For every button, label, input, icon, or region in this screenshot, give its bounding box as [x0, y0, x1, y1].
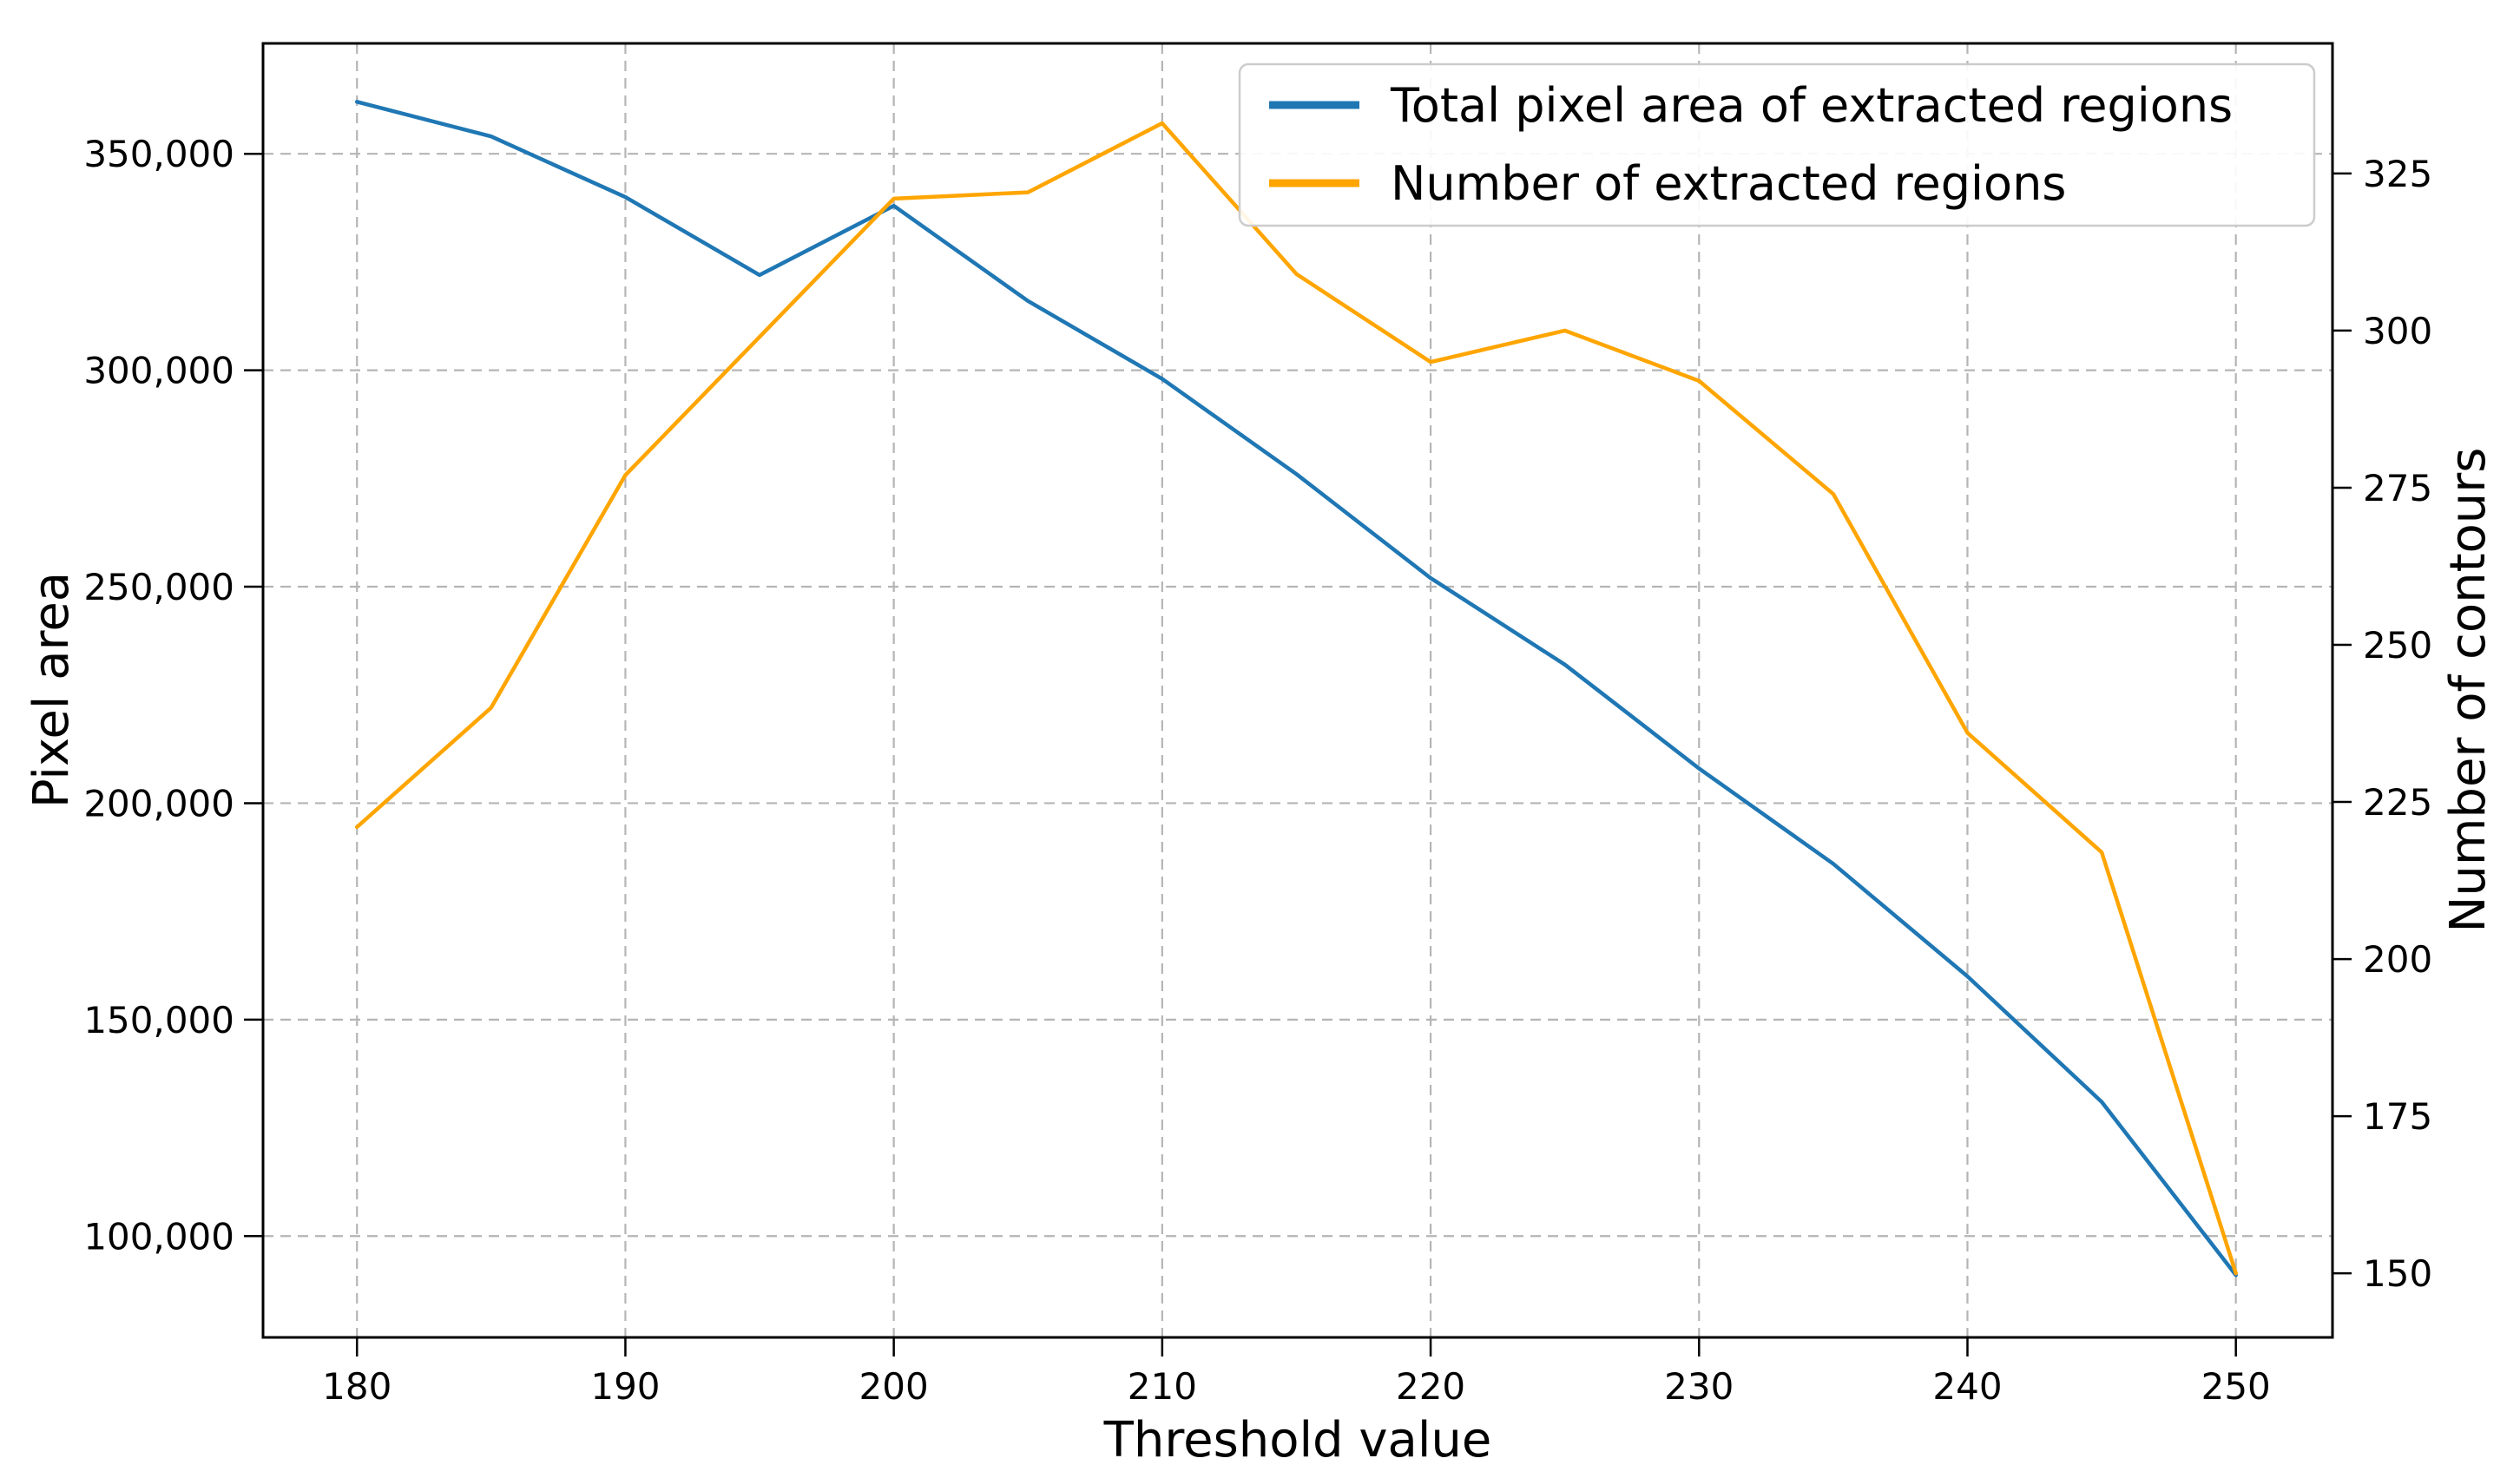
x-tick-label: 210	[1128, 1365, 1197, 1408]
series-line-pixel-area	[354, 100, 2238, 1278]
x-tick-label: 250	[2201, 1365, 2271, 1408]
x-tick-label: 240	[1932, 1365, 2002, 1408]
legend-label-pixel-area: Total pixel area of extracted regions	[1390, 78, 2233, 133]
axis-ticks	[244, 152, 2352, 1356]
right-y-tick-label: 325	[2363, 153, 2432, 195]
left-y-tick-label: 350,000	[83, 133, 234, 175]
left-y-tick-label: 300,000	[83, 350, 234, 392]
x-tick-label: 200	[859, 1365, 929, 1408]
left-y-tick-label: 100,000	[83, 1215, 234, 1258]
left-y-tick-label: 250,000	[83, 566, 234, 608]
right-y-tick-label: 250	[2363, 624, 2432, 667]
right-y-tick-label: 275	[2363, 467, 2432, 509]
x-tick-label: 230	[1664, 1365, 1734, 1408]
right-y-axis-label: Number of contours	[2440, 448, 2497, 933]
right-y-tick-label: 200	[2363, 938, 2432, 981]
right-y-tick-label: 300	[2363, 310, 2432, 352]
axis-tick-labels: 180 190 200 210 220 230 240 250 100,000 150,000 20…	[83, 133, 2432, 1408]
x-tick-label: 190	[590, 1365, 660, 1408]
x-axis-label: Threshold value	[1103, 1412, 1492, 1468]
right-y-tick-label: 225	[2363, 781, 2432, 824]
left-y-axis-label: Pixel area	[23, 572, 80, 808]
gridlines	[263, 43, 2332, 1337]
x-tick-label: 180	[322, 1365, 391, 1408]
legend: Total pixel area of extracted regions Nu…	[1238, 62, 2316, 227]
x-tick-label: 220	[1396, 1365, 1465, 1408]
left-y-tick-label: 200,000	[83, 782, 234, 824]
plot-frame	[261, 42, 2334, 1339]
series-line-contours	[354, 121, 2238, 1276]
series-lines	[354, 100, 2238, 1278]
left-y-tick-label: 150,000	[83, 999, 234, 1041]
legend-box	[1238, 62, 2316, 227]
right-y-tick-label: 175	[2363, 1095, 2432, 1138]
legend-label-contours: Number of extracted regions	[1391, 156, 2066, 211]
right-y-tick-label: 150	[2363, 1252, 2432, 1295]
